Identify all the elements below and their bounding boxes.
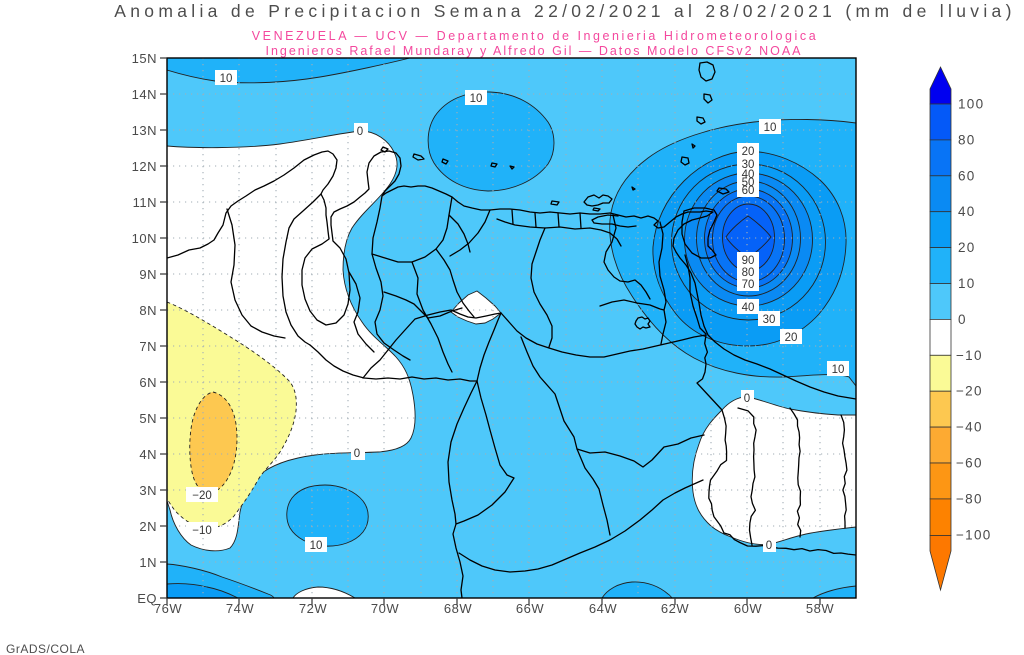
svg-text:0: 0: [744, 393, 750, 405]
svg-text:40: 40: [742, 169, 755, 181]
svg-text:GrADS/COLA: GrADS/COLA: [6, 642, 85, 655]
svg-text:76W: 76W: [154, 601, 182, 616]
svg-text:30: 30: [763, 314, 776, 326]
svg-text:64W: 64W: [589, 601, 617, 616]
svg-text:68W: 68W: [444, 601, 472, 616]
svg-text:10: 10: [220, 73, 233, 85]
svg-text:13N: 13N: [132, 123, 157, 138]
svg-text:10: 10: [958, 276, 976, 291]
svg-text:72W: 72W: [299, 601, 327, 616]
svg-text:30: 30: [742, 159, 755, 171]
svg-text:3N: 3N: [139, 483, 157, 498]
svg-text:11N: 11N: [133, 195, 157, 210]
svg-text:6N: 6N: [139, 375, 157, 390]
svg-text:−20: −20: [956, 384, 983, 399]
svg-text:9N: 9N: [139, 267, 157, 282]
svg-text:8N: 8N: [139, 303, 157, 318]
svg-text:40: 40: [742, 302, 755, 314]
svg-text:74W: 74W: [226, 601, 254, 616]
svg-text:60: 60: [742, 185, 755, 197]
svg-text:14N: 14N: [132, 87, 157, 102]
svg-text:100: 100: [958, 97, 984, 112]
svg-text:0: 0: [766, 540, 772, 552]
svg-text:80: 80: [958, 132, 976, 147]
svg-text:7N: 7N: [139, 339, 157, 354]
svg-text:−80: −80: [956, 491, 983, 506]
svg-text:10N: 10N: [132, 231, 157, 246]
svg-text:10: 10: [470, 93, 483, 105]
svg-text:Anomalia de Precipitacion Sema: Anomalia de Precipitacion Semana 22/02/2…: [114, 1, 1016, 21]
svg-text:5N: 5N: [139, 411, 157, 426]
svg-text:−40: −40: [956, 420, 983, 435]
svg-text:0: 0: [354, 448, 360, 460]
svg-text:−60: −60: [956, 456, 983, 471]
svg-text:20: 20: [785, 332, 798, 344]
svg-text:−20: −20: [192, 490, 212, 502]
svg-text:12N: 12N: [132, 159, 157, 174]
svg-text:62W: 62W: [661, 601, 689, 616]
svg-text:66W: 66W: [516, 601, 544, 616]
svg-text:−100: −100: [956, 527, 992, 542]
svg-text:−10: −10: [192, 525, 212, 537]
svg-text:0: 0: [958, 312, 967, 327]
svg-text:20: 20: [958, 240, 976, 255]
svg-text:40: 40: [958, 204, 976, 219]
svg-text:−10: −10: [956, 348, 983, 363]
svg-text:0: 0: [357, 126, 363, 138]
svg-text:60W: 60W: [734, 601, 762, 616]
svg-text:10: 10: [310, 540, 323, 552]
svg-text:70: 70: [742, 279, 755, 291]
svg-text:Ingenieros Rafael Mundaray y A: Ingenieros Rafael Mundaray y Alfredo Gil…: [265, 44, 802, 58]
svg-text:2N: 2N: [139, 519, 157, 534]
svg-text:4N: 4N: [139, 447, 157, 462]
svg-text:80: 80: [742, 267, 755, 279]
svg-text:60: 60: [958, 168, 976, 183]
svg-text:VENEZUELA — UCV — Departamento: VENEZUELA — UCV — Departamento de Ingeni…: [252, 29, 818, 43]
svg-text:15N: 15N: [132, 51, 157, 66]
svg-text:10: 10: [764, 122, 777, 134]
svg-text:90: 90: [742, 255, 755, 267]
svg-text:70W: 70W: [371, 601, 399, 616]
svg-text:10: 10: [832, 364, 845, 376]
svg-text:EQ: EQ: [137, 591, 157, 606]
svg-text:50: 50: [742, 177, 755, 189]
svg-text:20: 20: [742, 146, 755, 158]
svg-text:1N: 1N: [139, 555, 157, 570]
svg-text:58W: 58W: [806, 601, 834, 616]
